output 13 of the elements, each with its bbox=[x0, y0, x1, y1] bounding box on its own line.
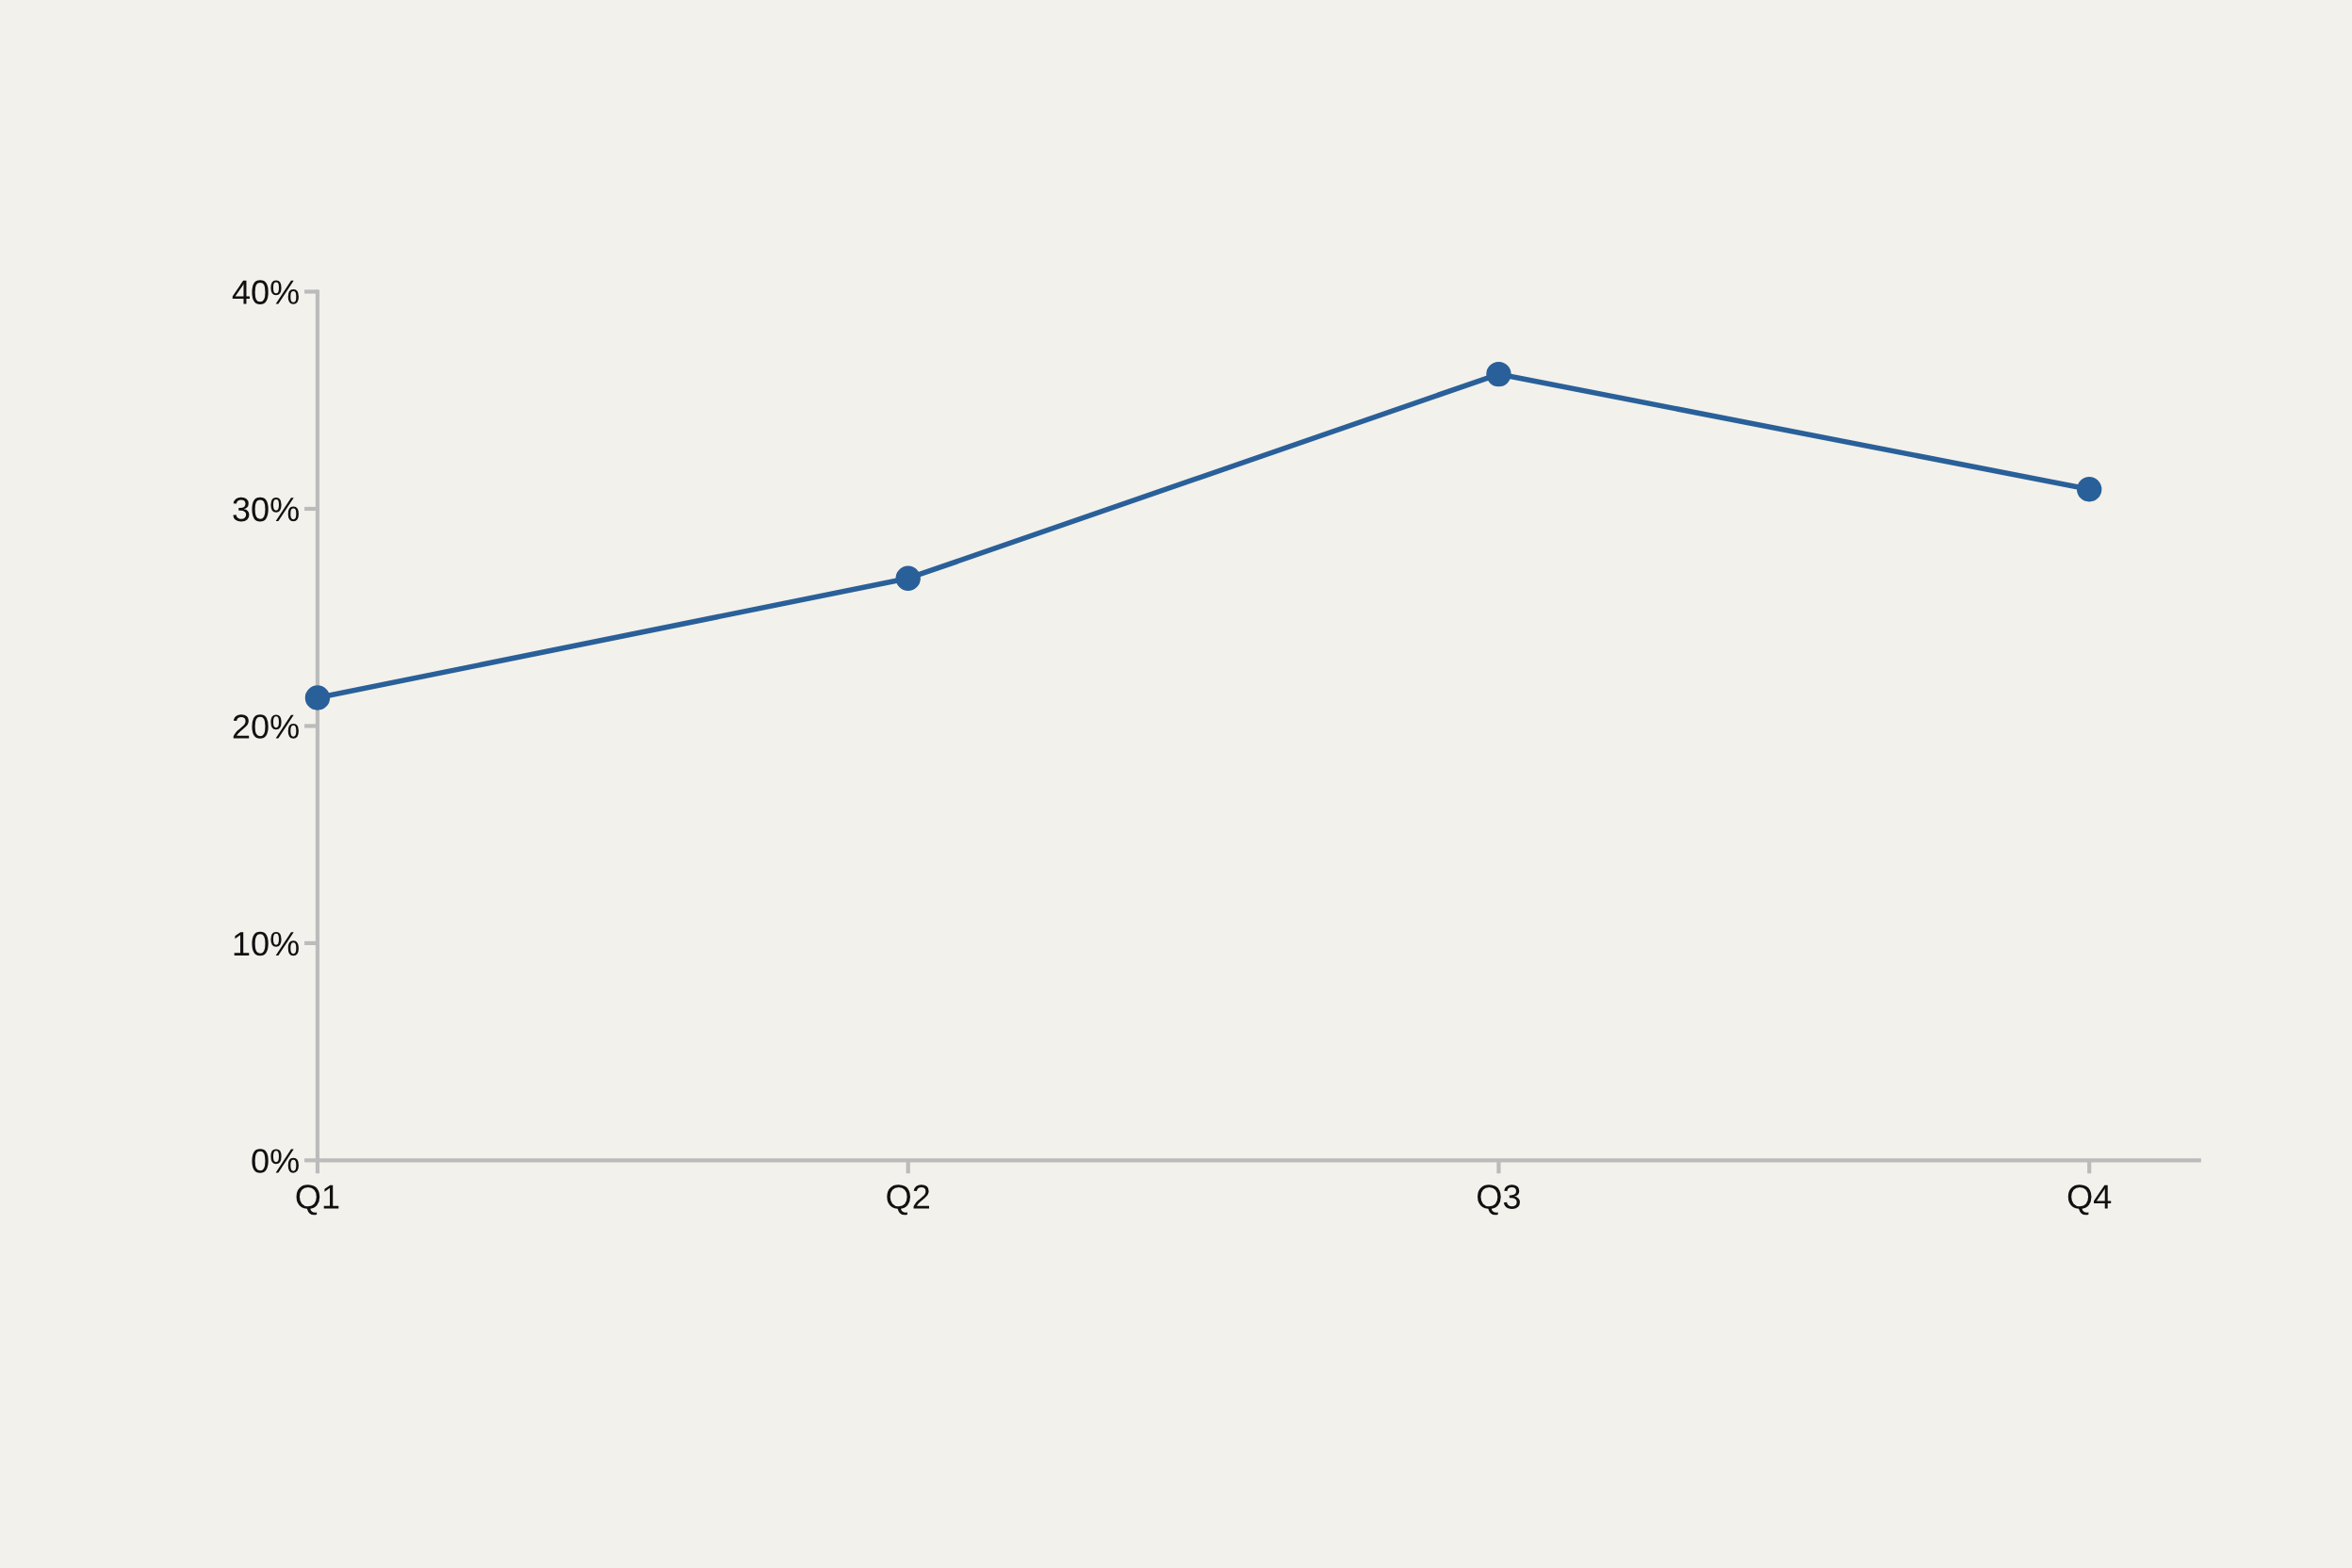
point bbox=[304, 685, 331, 710]
y-tick-label: 0% bbox=[252, 1149, 299, 1173]
point bbox=[1486, 361, 1511, 387]
x-tick-label: Q1 bbox=[296, 1184, 339, 1216]
x-tick-label: Q2 bbox=[887, 1184, 929, 1216]
point bbox=[2076, 477, 2102, 502]
x-tick-label: Q3 bbox=[1478, 1184, 1520, 1216]
y-tick-label: 20% bbox=[233, 714, 299, 739]
y-tick-label: 10% bbox=[234, 931, 299, 956]
point bbox=[895, 565, 921, 591]
y-tick-label: 30% bbox=[233, 497, 299, 522]
x-tick-label: Q4 bbox=[2067, 1184, 2112, 1216]
y-tick-label: 40% bbox=[232, 280, 299, 304]
